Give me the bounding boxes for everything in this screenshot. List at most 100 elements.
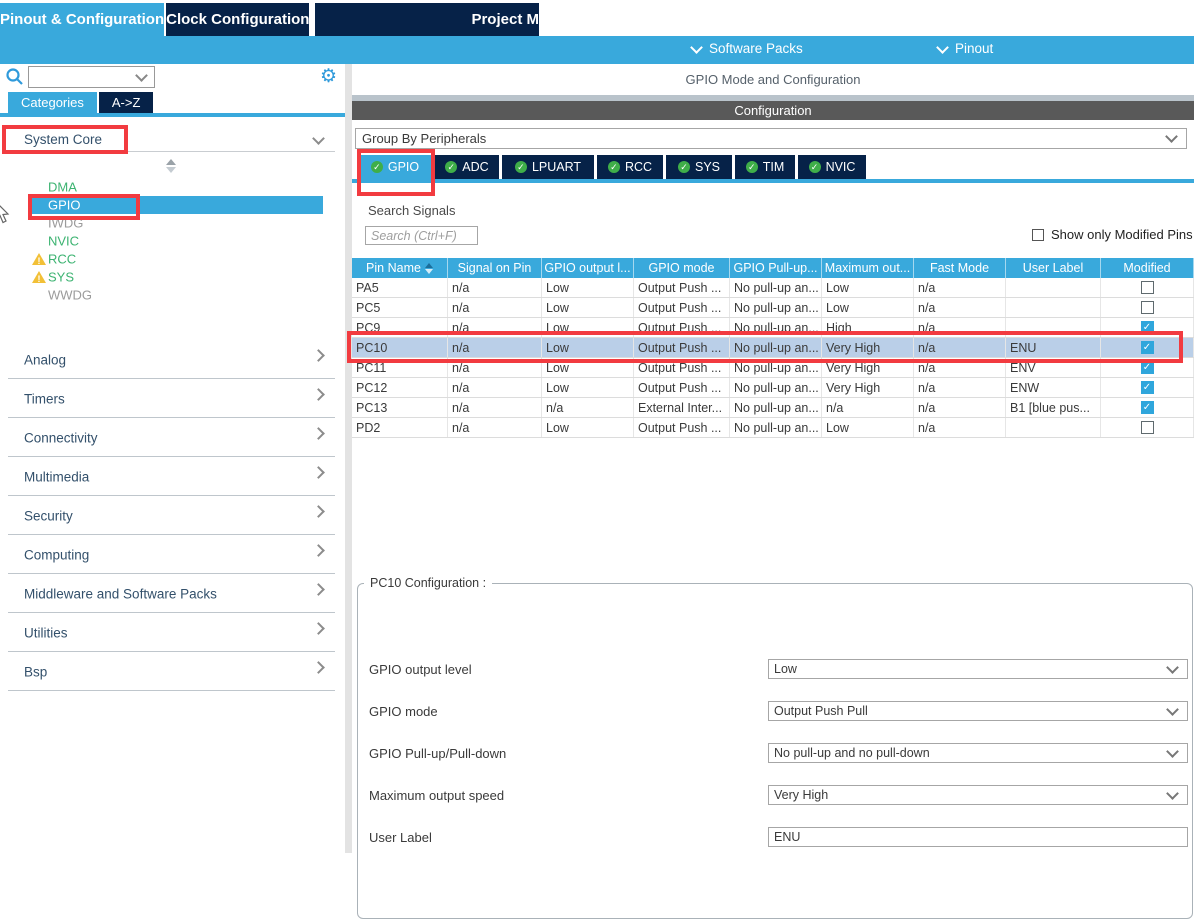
sidebar-search-combo[interactable] [28,66,155,88]
peripheral-tab-lpuart[interactable]: ✓LPUART [502,155,594,179]
field-label-maximum-output-speed: Maximum output speed [369,788,504,803]
check-circle-icon: ✓ [608,161,620,173]
table-row-pc9[interactable]: PC9n/aLowOutput Push ...No pull-up an...… [352,318,1194,338]
cell-modified [1101,298,1194,317]
field-value: Very High [774,788,828,802]
cell: PC10 [352,338,448,357]
modified-checkbox[interactable] [1141,301,1154,314]
tree-sort-spinner[interactable] [166,159,176,173]
table-row-pc11[interactable]: PC11n/aLowOutput Push ...No pull-up an..… [352,358,1194,378]
sidebar-item-wwdg[interactable]: WWDG [0,286,345,304]
chevron-right-icon [312,505,325,518]
sidebar-item-rcc[interactable]: RCC [0,250,345,268]
mode-configuration-panel: GPIO Mode and Configuration Configuratio… [352,64,1194,853]
peripheral-tab-nvic[interactable]: ✓NVIC [798,155,866,179]
sidebar-item-iwdg[interactable]: IWDG [0,214,345,232]
cell: Very High [822,378,914,397]
column-header-gpio-output-l[interactable]: GPIO output l... [542,258,634,278]
group-by-dropdown[interactable]: Group By Peripherals [355,128,1187,149]
peripheral-tab-sys[interactable]: ✓SYS [666,155,732,179]
sidebar-item-label: Bsp [24,664,47,679]
column-header-user-label[interactable]: User Label [1006,258,1101,278]
column-header-fast-mode[interactable]: Fast Mode [914,258,1006,278]
peripheral-tab-rcc[interactable]: ✓RCC [597,155,663,179]
peripheral-tab-gpio[interactable]: ✓GPIO [358,155,432,179]
field-input-user-label[interactable]: ENU [768,827,1188,847]
show-only-modified[interactable]: Show only Modified Pins [1032,227,1193,242]
cell: PA5 [352,278,448,297]
sidebar-item-label: Security [24,508,73,523]
cell: Output Push ... [634,278,730,297]
sort-down-icon [166,167,176,173]
field-select-gpio-mode[interactable]: Output Push Pull [768,701,1188,721]
sidebar-item-connectivity[interactable]: Connectivity [0,418,345,457]
subnav-pinout[interactable]: Pinout [938,41,993,56]
field-label-gpio-mode: GPIO mode [369,704,438,719]
tab-clock-configuration[interactable]: Clock Configuration [166,3,309,36]
modified-checkbox[interactable] [1141,281,1154,294]
column-header-gpio-pull-up[interactable]: GPIO Pull-up... [730,258,822,278]
modified-checkbox[interactable] [1141,421,1154,434]
sidebar-item-nvic[interactable]: NVIC [0,232,345,250]
sidebar-tab-a-z[interactable]: A->Z [99,92,154,113]
modified-checkbox[interactable]: ✓ [1141,361,1154,374]
field-select-gpio-pull-up-pull-down[interactable]: No pull-up and no pull-down [768,743,1188,763]
check-circle-icon: ✓ [746,161,758,173]
chevron-down-icon[interactable] [312,132,325,145]
field-select-maximum-output-speed[interactable]: Very High [768,785,1188,805]
sidebar-item-security[interactable]: Security [0,496,345,535]
gear-icon[interactable]: ⚙ [320,64,337,90]
column-header-gpio-mode[interactable]: GPIO mode [634,258,730,278]
sidebar-item-middleware-and-software-packs[interactable]: Middleware and Software Packs [0,574,345,613]
modified-checkbox[interactable]: ✓ [1141,341,1154,354]
sidebar-item-utilities[interactable]: Utilities [0,613,345,652]
chevron-right-icon [312,622,325,635]
subnav-software-packs[interactable]: Software Packs [692,41,803,56]
cell: n/a [914,278,1006,297]
sidebar-item-label: Multimedia [24,469,89,484]
subnav-bar: Software Packs Pinout [0,36,1194,64]
field-select-gpio-output-level[interactable]: Low [768,659,1188,679]
modified-checkbox[interactable]: ✓ [1141,321,1154,334]
table-row-pc12[interactable]: PC12n/aLowOutput Push ...No pull-up an..… [352,378,1194,398]
cell: No pull-up an... [730,358,822,377]
column-header-signal-on-pin[interactable]: Signal on Pin [448,258,542,278]
sidebar-item-sys[interactable]: SYS [0,268,345,286]
section-title-system-core[interactable]: System Core [24,132,102,147]
table-row-pc5[interactable]: PC5n/aLowOutput Push ...No pull-up an...… [352,298,1194,318]
table-row-pc10[interactable]: PC10n/aLowOutput Push ...No pull-up an..… [352,338,1194,358]
sidebar-item-label: Utilities [24,625,68,640]
cell: External Inter... [634,398,730,417]
cell-modified: ✓ [1101,378,1194,397]
column-header-pin-name[interactable]: Pin Name [352,258,448,278]
cell-modified: ✓ [1101,338,1194,357]
sidebar-item-timers[interactable]: Timers [0,379,345,418]
column-header-modified[interactable]: Modified [1101,258,1194,278]
table-row-pa5[interactable]: PA5n/aLowOutput Push ...No pull-up an...… [352,278,1194,298]
modified-checkbox[interactable]: ✓ [1141,381,1154,394]
table-row-pd2[interactable]: PD2n/aLowOutput Push ...No pull-up an...… [352,418,1194,438]
sidebar-item-multimedia[interactable]: Multimedia [0,457,345,496]
sidebar-item-bsp[interactable]: Bsp [0,652,345,691]
sidebar-item-dma[interactable]: DMA [0,178,345,196]
tab-project-m[interactable]: Project M [315,3,539,36]
search-signals-input[interactable] [365,226,478,245]
sidebar-item-gpio[interactable]: GPIO [0,196,345,214]
cell: n/a [914,418,1006,437]
cell-modified [1101,418,1194,437]
peripheral-tab-tim[interactable]: ✓TIM [735,155,795,179]
sidebar-item-label: Timers [24,391,65,406]
peripheral-tab-adc[interactable]: ✓ADC [435,155,499,179]
tab-pinout-configuration[interactable]: Pinout & Configuration [0,3,164,36]
modified-checkbox[interactable]: ✓ [1141,401,1154,414]
sidebar-tab-categories[interactable]: Categories [8,92,97,113]
cell: Output Push ... [634,358,730,377]
cell: No pull-up an... [730,318,822,337]
show-only-modified-checkbox[interactable] [1032,229,1044,241]
cell: Low [542,338,634,357]
column-header-maximum-out[interactable]: Maximum out... [822,258,914,278]
sidebar-tab-underline [0,113,345,117]
sidebar-item-computing[interactable]: Computing [0,535,345,574]
sidebar-item-analog[interactable]: Analog [0,340,345,379]
table-row-pc13[interactable]: PC13n/an/aExternal Inter...No pull-up an… [352,398,1194,418]
